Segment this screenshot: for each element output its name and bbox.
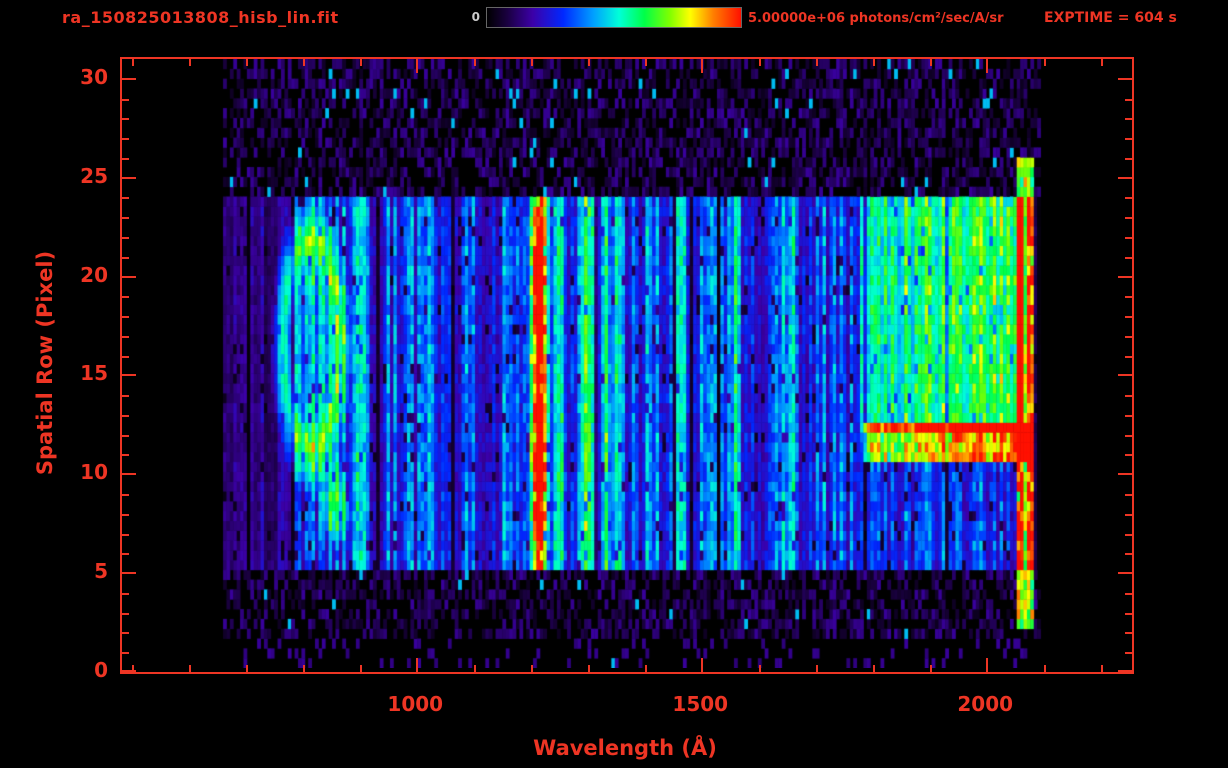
y-tick-label: 30 [80, 64, 108, 89]
colorbar-gradient [486, 7, 742, 28]
x-axis-title: Wavelength (Å) [533, 736, 717, 760]
y-tick-label: 25 [80, 163, 108, 188]
y-tick-label: 0 [94, 658, 108, 682]
colorbar-min-label: 0 [471, 10, 480, 24]
x-tick-label: 1500 [672, 692, 729, 716]
file-title: ra_150825013808_hisb_lin.fit [62, 8, 339, 27]
y-tick-label: 10 [80, 460, 108, 485]
y-axis-title: Spatial Row (Pixel) [33, 250, 57, 476]
x-tick-label: 2000 [957, 692, 1014, 716]
axis-tick [122, 670, 136, 672]
x-tick-label: 1000 [387, 692, 444, 716]
axis-tick [1118, 670, 1132, 672]
heatmap-canvas [122, 59, 1128, 668]
exptime-label: EXPTIME = 604 s [1044, 10, 1177, 26]
colorbar-max-label: 5.00000e+06 photons/cm²/sec/A/sr [748, 11, 1004, 26]
y-tick-label: 15 [80, 361, 108, 386]
y-tick-label: 20 [80, 262, 108, 287]
y-tick-label: 5 [94, 559, 108, 584]
